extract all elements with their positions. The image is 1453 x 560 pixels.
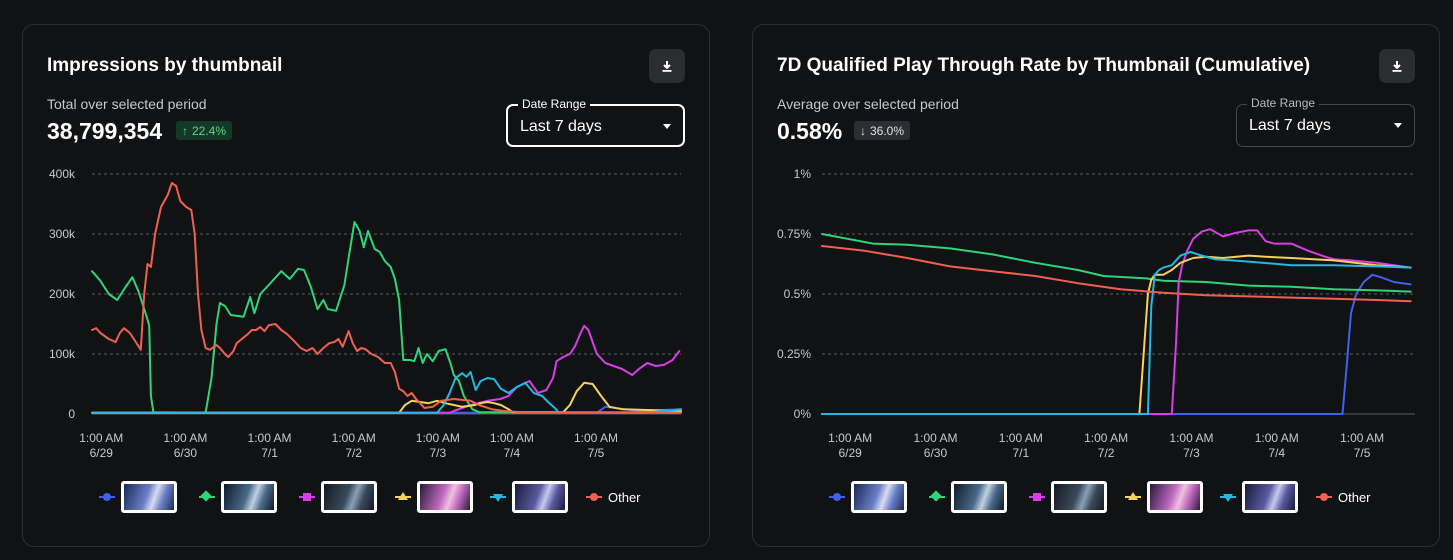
legend-item-thumbnail-4[interactable]: [1125, 481, 1203, 513]
x-tick-label: 1:00 AM 6/29: [79, 431, 123, 460]
y-tick-label: 200k: [49, 287, 76, 301]
panel-title: Impressions by thumbnail: [47, 55, 283, 76]
y-tick-label: 0: [68, 407, 75, 421]
arrow-down-icon: ↓: [860, 123, 866, 138]
legend-marker: [299, 490, 315, 504]
change-value: 22.4%: [192, 123, 227, 138]
legend-item-thumbnail-4[interactable]: [395, 481, 473, 513]
legend-marker: [1220, 490, 1236, 504]
arrow-up-icon: ↑: [182, 123, 188, 138]
impressions-line-chart: 0 100k 200k 300k 400k 1:00 AM 6/29 1:00 AM 6/30 1…: [49, 167, 682, 460]
legend-item-other[interactable]: Other: [586, 481, 641, 513]
caret-down-icon: [663, 124, 671, 129]
impressions-panel: Impressions by thumbnail Total over sele…: [22, 24, 710, 547]
y-tick-label: 1%: [794, 167, 812, 181]
x-tick-label: 1:00 AM 7/2: [1084, 431, 1128, 460]
x-tick-label: 1:00 AM 7/1: [999, 431, 1043, 460]
x-tick-label: 1:00 AM 6/30: [163, 431, 207, 460]
y-tick-label: 0%: [794, 407, 812, 421]
legend-marker: [929, 490, 945, 504]
summary-label: Total over selected period: [47, 96, 207, 112]
play-through-rate-line-chart: 0% 0.25% 0.5% 0.75% 1% 1:00 AM 6/29 1:00 AM 6/30…: [777, 167, 1415, 460]
legend-marker: [586, 490, 602, 504]
y-tick-label: 0.5%: [784, 287, 812, 301]
y-tick-label: 100k: [49, 347, 76, 361]
series-line-thumbnail-2[interactable]: [91, 221, 682, 414]
download-button[interactable]: [1379, 49, 1415, 83]
play-through-rate-panel: 7D Qualified Play Through Rate by Thumbn…: [752, 24, 1440, 547]
x-tick-label: 1:00 AM 6/29: [828, 431, 872, 460]
download-button[interactable]: [649, 49, 685, 83]
legend-item-thumbnail-2[interactable]: [929, 481, 1007, 513]
series-line-thumbnail-5[interactable]: [91, 371, 682, 414]
x-tick-label: 1:00 AM 7/5: [1340, 431, 1384, 460]
legend-marker: [395, 490, 411, 504]
y-tick-label: 400k: [49, 167, 76, 181]
legend-item-thumbnail-5[interactable]: [1220, 481, 1298, 513]
legend-marker: [829, 490, 845, 504]
legend-item-thumbnail-3[interactable]: [299, 481, 377, 513]
thumbnail-image: [121, 481, 177, 513]
y-tick-label: 300k: [49, 227, 76, 241]
series-line-thumbnail-3[interactable]: [821, 228, 1412, 415]
date-range-select[interactable]: Date Range Last 7 days: [1236, 96, 1415, 147]
legend-item-thumbnail-5[interactable]: [490, 481, 568, 513]
legend-marker: [1029, 490, 1045, 504]
summary-value: 38,799,354: [47, 118, 163, 144]
thumbnail-image: [221, 481, 277, 513]
thumbnail-image: [1147, 481, 1203, 513]
summary-label: Average over selected period: [777, 96, 959, 112]
x-tick-label: 1:00 AM 7/5: [574, 431, 618, 460]
series-line-thumbnail-4[interactable]: [821, 254, 1412, 415]
x-tick-label: 1:00 AM 6/30: [913, 431, 957, 460]
legend-label: Other: [608, 489, 641, 505]
thumbnail-image: [951, 481, 1007, 513]
legend-marker: [1316, 490, 1332, 504]
download-icon: [662, 61, 672, 72]
legend-marker: [490, 490, 506, 504]
date-range-select[interactable]: Date Range Last 7 days: [506, 97, 685, 147]
series-line-thumbnail-5[interactable]: [821, 251, 1412, 415]
legend-item-thumbnail-2[interactable]: [199, 481, 277, 513]
thumbnail-image: [1242, 481, 1298, 513]
series-line-thumbnail-2[interactable]: [821, 233, 1412, 293]
date-range-value: Last 7 days: [1249, 117, 1331, 134]
legend-item-thumbnail-1[interactable]: [829, 481, 907, 513]
panel-title: 7D Qualified Play Through Rate by Thumbn…: [777, 55, 1311, 76]
series-line-thumbnail-1[interactable]: [821, 273, 1412, 415]
thumbnail-image: [321, 481, 377, 513]
legend-item-thumbnail-3[interactable]: [1029, 481, 1107, 513]
series-line-other[interactable]: [821, 245, 1412, 303]
thumbnail-image: [512, 481, 568, 513]
series-line-thumbnail-3[interactable]: [91, 324, 681, 414]
date-range-label: Date Range: [1247, 96, 1320, 110]
download-icon: [1392, 61, 1402, 72]
series-line-other[interactable]: [91, 182, 682, 414]
x-tick-label: 1:00 AM 7/3: [416, 431, 460, 460]
summary-value: 0.58%: [777, 118, 843, 144]
y-tick-label: 0.75%: [777, 227, 811, 241]
x-tick-label: 1:00 AM 7/3: [1169, 431, 1213, 460]
legend-item-thumbnail-1[interactable]: [99, 481, 177, 513]
legend-marker: [1125, 490, 1141, 504]
thumbnail-image: [1051, 481, 1107, 513]
x-tick-label: 1:00 AM 7/4: [1255, 431, 1299, 460]
legend-marker: [99, 490, 115, 504]
thumbnail-image: [417, 481, 473, 513]
thumbnail-image: [851, 481, 907, 513]
x-tick-label: 1:00 AM 7/1: [248, 431, 292, 460]
series-line-thumbnail-4[interactable]: [91, 381, 682, 414]
legend-marker: [199, 490, 215, 504]
x-tick-label: 1:00 AM 7/4: [490, 431, 534, 460]
legend-label: Other: [1338, 489, 1371, 505]
x-tick-label: 1:00 AM 7/2: [332, 431, 376, 460]
change-badge: ↑ 22.4%: [176, 121, 233, 140]
date-range-value: Last 7 days: [520, 118, 602, 135]
caret-down-icon: [1394, 123, 1402, 128]
legend-item-other[interactable]: Other: [1316, 481, 1371, 513]
date-range-label: Date Range: [518, 97, 591, 111]
y-tick-label: 0.25%: [777, 347, 811, 361]
change-value: 36.0%: [870, 123, 905, 138]
change-badge: ↓ 36.0%: [854, 121, 911, 140]
